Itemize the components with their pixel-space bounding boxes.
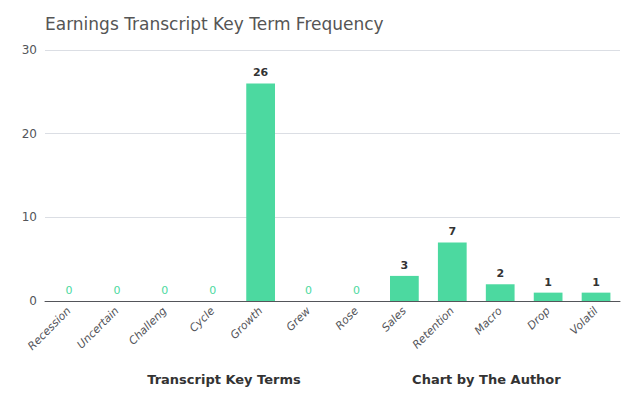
svg-text:Volatil: Volatil [568,304,601,337]
svg-text:Earnings Transcript Key Term F: Earnings Transcript Key Term Frequency [45,14,384,34]
svg-text:Rose: Rose [333,304,361,332]
svg-text:0: 0 [305,284,312,297]
svg-text:7: 7 [448,225,456,238]
svg-text:Grew: Grew [284,304,314,334]
svg-text:0: 0 [353,284,360,297]
svg-text:2: 2 [496,267,504,280]
svg-text:20: 20 [22,127,37,141]
svg-text:Cycle: Cycle [187,304,218,335]
svg-text:Sales: Sales [379,304,409,334]
svg-text:Retention: Retention [410,304,457,351]
svg-text:Macro: Macro [472,304,505,337]
svg-text:0: 0 [161,284,168,297]
svg-text:10: 10 [22,210,37,224]
svg-text:Challeng: Challeng [126,304,169,347]
svg-text:Recession: Recession [25,304,73,352]
svg-text:30: 30 [22,43,37,57]
svg-text:3: 3 [401,259,409,272]
svg-text:0: 0 [209,284,216,297]
svg-text:Uncertain: Uncertain [75,304,122,351]
svg-text:0: 0 [65,284,72,297]
svg-text:Drop: Drop [525,304,553,332]
svg-text:26: 26 [253,66,269,79]
svg-text:Transcript Key Terms: Transcript Key Terms [147,372,301,387]
svg-text:Growth: Growth [228,304,266,342]
svg-text:Chart by The Author: Chart by The Author [412,372,561,387]
svg-text:0: 0 [113,284,120,297]
svg-text:1: 1 [544,276,552,289]
svg-text:0: 0 [29,294,37,308]
svg-text:1: 1 [592,276,600,289]
